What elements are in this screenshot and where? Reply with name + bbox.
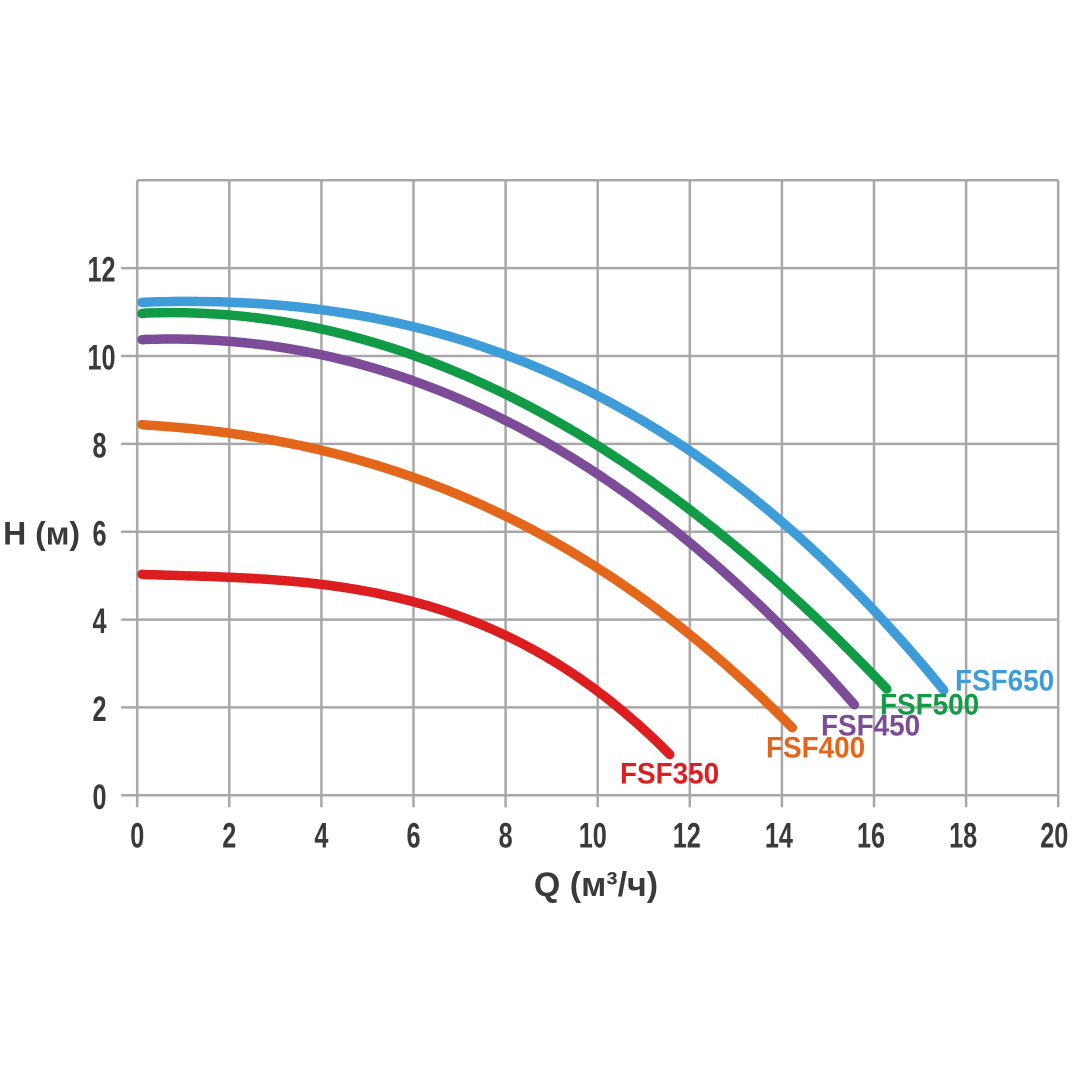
svg-text:FSF450: FSF450 <box>821 709 920 742</box>
svg-text:FSF400: FSF400 <box>766 731 865 764</box>
svg-text:12: 12 <box>87 249 115 289</box>
svg-text:8: 8 <box>499 815 513 855</box>
svg-text:0: 0 <box>130 815 144 855</box>
svg-text:2: 2 <box>222 815 236 855</box>
svg-text:18: 18 <box>949 815 977 855</box>
svg-text:12: 12 <box>673 815 701 855</box>
svg-text:6: 6 <box>406 815 420 855</box>
svg-text:4: 4 <box>92 601 106 641</box>
svg-text:0: 0 <box>92 777 106 817</box>
svg-text:10: 10 <box>579 815 607 855</box>
svg-text:FSF500: FSF500 <box>880 688 979 721</box>
svg-text:20: 20 <box>1040 815 1068 855</box>
svg-text:6: 6 <box>92 513 106 553</box>
svg-text:H (м): H (м) <box>3 516 80 552</box>
svg-text:FSF350: FSF350 <box>620 757 719 790</box>
svg-text:FSF650: FSF650 <box>955 664 1054 697</box>
svg-text:16: 16 <box>857 815 885 855</box>
svg-text:Q (м³/ч): Q (м³/ч) <box>534 866 658 904</box>
svg-text:4: 4 <box>314 815 328 855</box>
svg-text:14: 14 <box>765 815 793 855</box>
svg-text:2: 2 <box>92 689 106 729</box>
svg-text:8: 8 <box>92 425 106 465</box>
svg-text:10: 10 <box>87 337 115 377</box>
